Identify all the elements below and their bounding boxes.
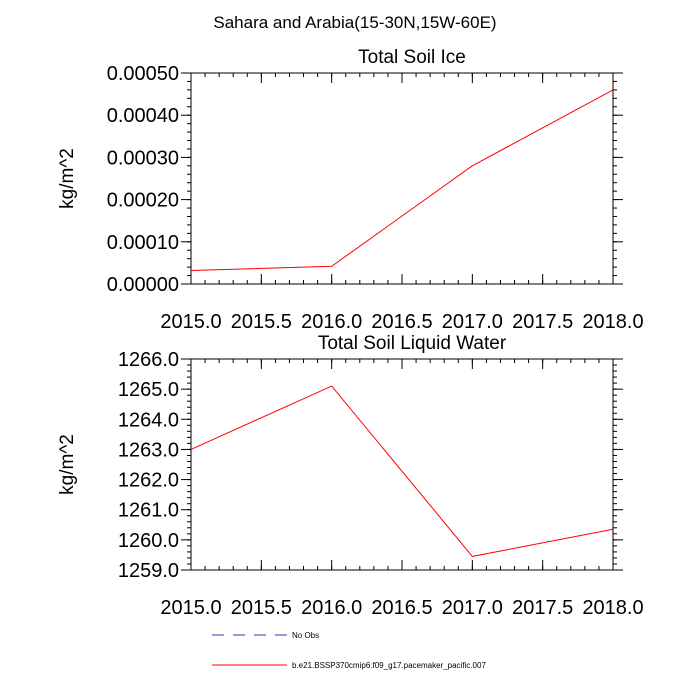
y-tick-label: 0.00000 <box>107 274 179 296</box>
x-tick-label: 2015.0 <box>160 597 221 619</box>
x-tick-label: 2015.5 <box>231 311 292 333</box>
chart-panel-2: Total Soil Liquid Water kg/m^2 2015.0 2015.… <box>57 333 644 619</box>
y-axis-label: kg/m^2 <box>57 434 78 495</box>
x-tick-label: 2016.5 <box>371 311 432 333</box>
y-tick-label: 1265.0 <box>118 379 179 401</box>
x-tick-label: 2015.0 <box>160 311 221 333</box>
x-tick-label: 2018.0 <box>582 597 643 619</box>
figure-suptitle: Sahara and Arabia(15-30N,15W-60E) <box>213 13 496 32</box>
y-tick-label: 1263.0 <box>118 439 179 461</box>
legend-label-model: b.e21.BSSP370cmip6.f09_g17.pacemaker_pac… <box>292 661 486 670</box>
x-tick-label: 2016.5 <box>371 597 432 619</box>
y-tick-label: 1264.0 <box>118 409 179 431</box>
x-tick-label: 2017.0 <box>442 597 503 619</box>
y-tick-label: 1261.0 <box>118 500 179 522</box>
x-tick-label: 2017.5 <box>512 597 573 619</box>
series-line-1 <box>190 385 614 557</box>
plot-frame <box>190 72 614 285</box>
y-tick-label: 0.00040 <box>107 105 179 127</box>
plot-frame <box>190 358 614 571</box>
legend-label-no-obs: No Obs <box>292 631 319 640</box>
x-tick-label: 2018.0 <box>582 311 643 333</box>
x-tick-label: 2015.5 <box>231 597 292 619</box>
y-tick-label: 1266.0 <box>118 349 179 371</box>
x-tick-label: 2016.0 <box>301 311 362 333</box>
legend: No Obs b.e21.BSSP370cmip6.f09_g17.pacema… <box>212 631 486 670</box>
y-tick-label: 0.00010 <box>107 232 179 254</box>
chart-panel-1: Total Soil Ice kg/m^2 2015.0 2015.5 2016.0 20… <box>57 47 644 333</box>
x-tick-label: 2017.5 <box>512 311 573 333</box>
y-axis-label: kg/m^2 <box>57 148 78 209</box>
y-tick-label: 1260.0 <box>118 530 179 552</box>
y-tick-label: 0.00030 <box>107 147 179 169</box>
chart-title: Total Soil Liquid Water <box>318 333 507 354</box>
x-tick-label: 2016.0 <box>301 597 362 619</box>
series-line-1 <box>190 89 614 271</box>
y-tick-label: 1259.0 <box>118 560 179 582</box>
chart-title: Total Soil Ice <box>358 47 466 68</box>
y-tick-label: 0.00050 <box>107 63 179 85</box>
y-tick-label: 0.00020 <box>107 190 179 212</box>
x-tick-label: 2017.0 <box>442 311 503 333</box>
y-tick-label: 1262.0 <box>118 470 179 492</box>
